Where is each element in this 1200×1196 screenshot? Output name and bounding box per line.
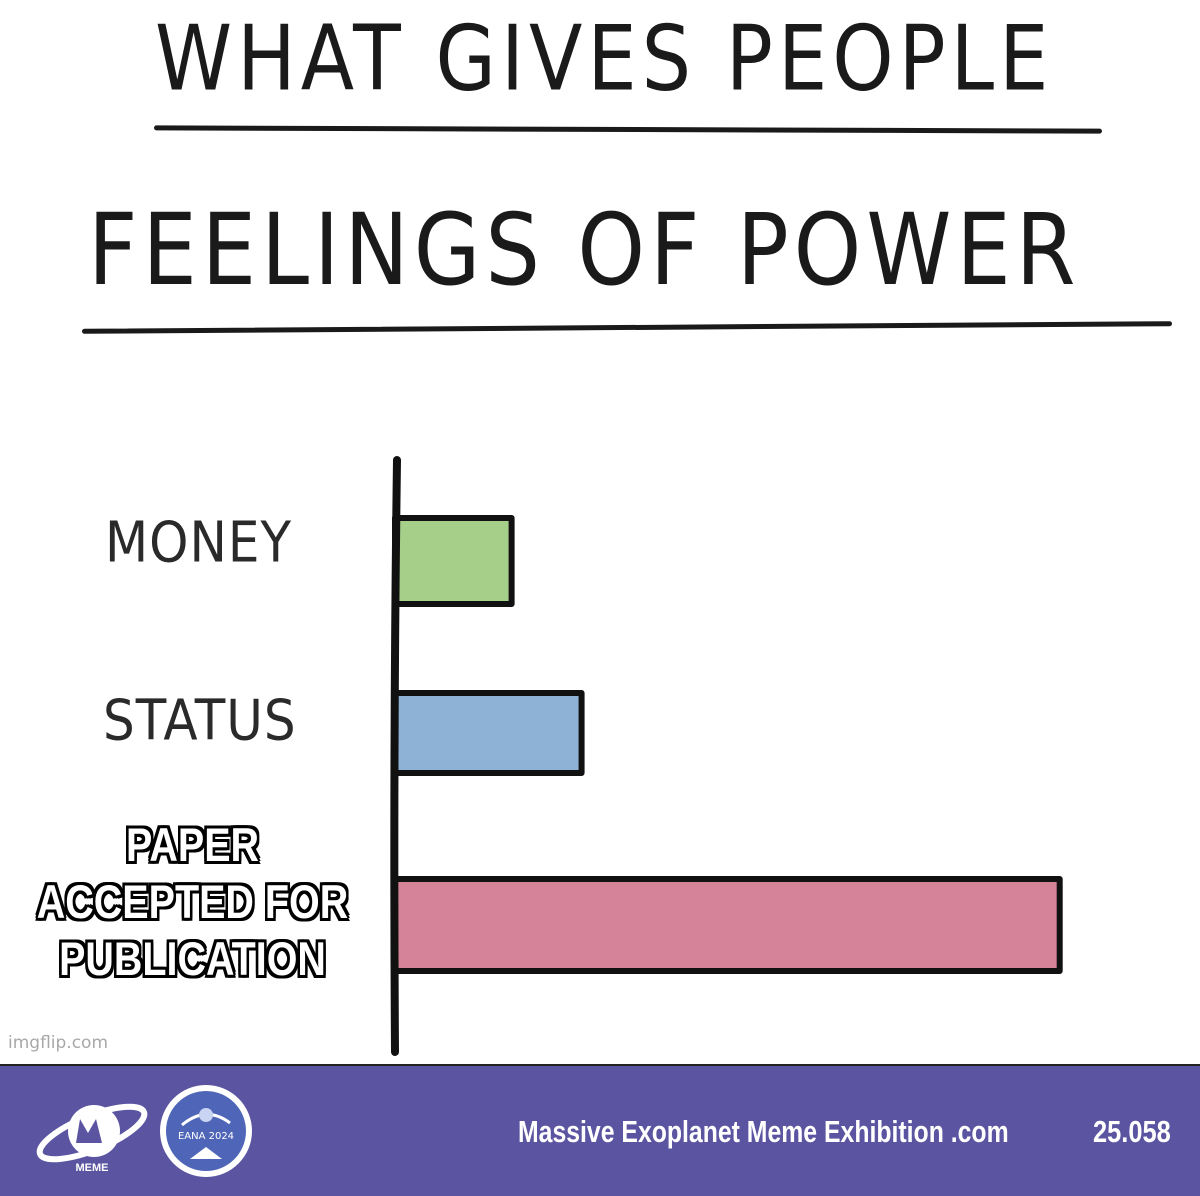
category-label-paper: PAPER ACCEPTED FOR PUBLICATION [35,816,350,987]
meme-logo-text: MEME [76,1162,109,1174]
footer-bar: MEME EANA 2024 Massive Exoplanet Meme Ex… [0,1064,1200,1196]
bar-paper [392,876,1063,974]
bar-money [392,515,515,607]
category-label-paper-line-1: PAPER [125,818,260,871]
eana-badge-icon[interactable]: EANA 2024 [160,1085,252,1177]
footer-site-name[interactable]: Massive Exoplanet Meme Exhibition .com [518,1114,1009,1149]
category-label-money: MONEY [105,510,293,575]
y-axis-line [390,456,401,1056]
category-label-status: STATUS [103,688,297,753]
meme-panel: WHAT GIVES PEOPLE FEELINGS OF POWER MONE… [8,8,1173,1056]
meme-logo-icon[interactable]: MEME [32,1091,152,1175]
bar-status [392,690,585,776]
bar-chart [390,456,1063,1056]
footer-divider [0,1064,1200,1066]
chart-title-line-2: FEELINGS OF POWER [88,193,1081,308]
chart-title-line-1: WHAT GIVES PEOPLE [155,8,1054,112]
footer-meme-code: 25.058 [1093,1114,1171,1149]
eana-badge-text: EANA 2024 [177,1131,235,1142]
category-label-paper-line-3: PUBLICATION [59,932,326,985]
imgflip-watermark: imgflip.com [8,1033,109,1053]
category-label-paper-line-2: ACCEPTED FOR [36,875,349,928]
